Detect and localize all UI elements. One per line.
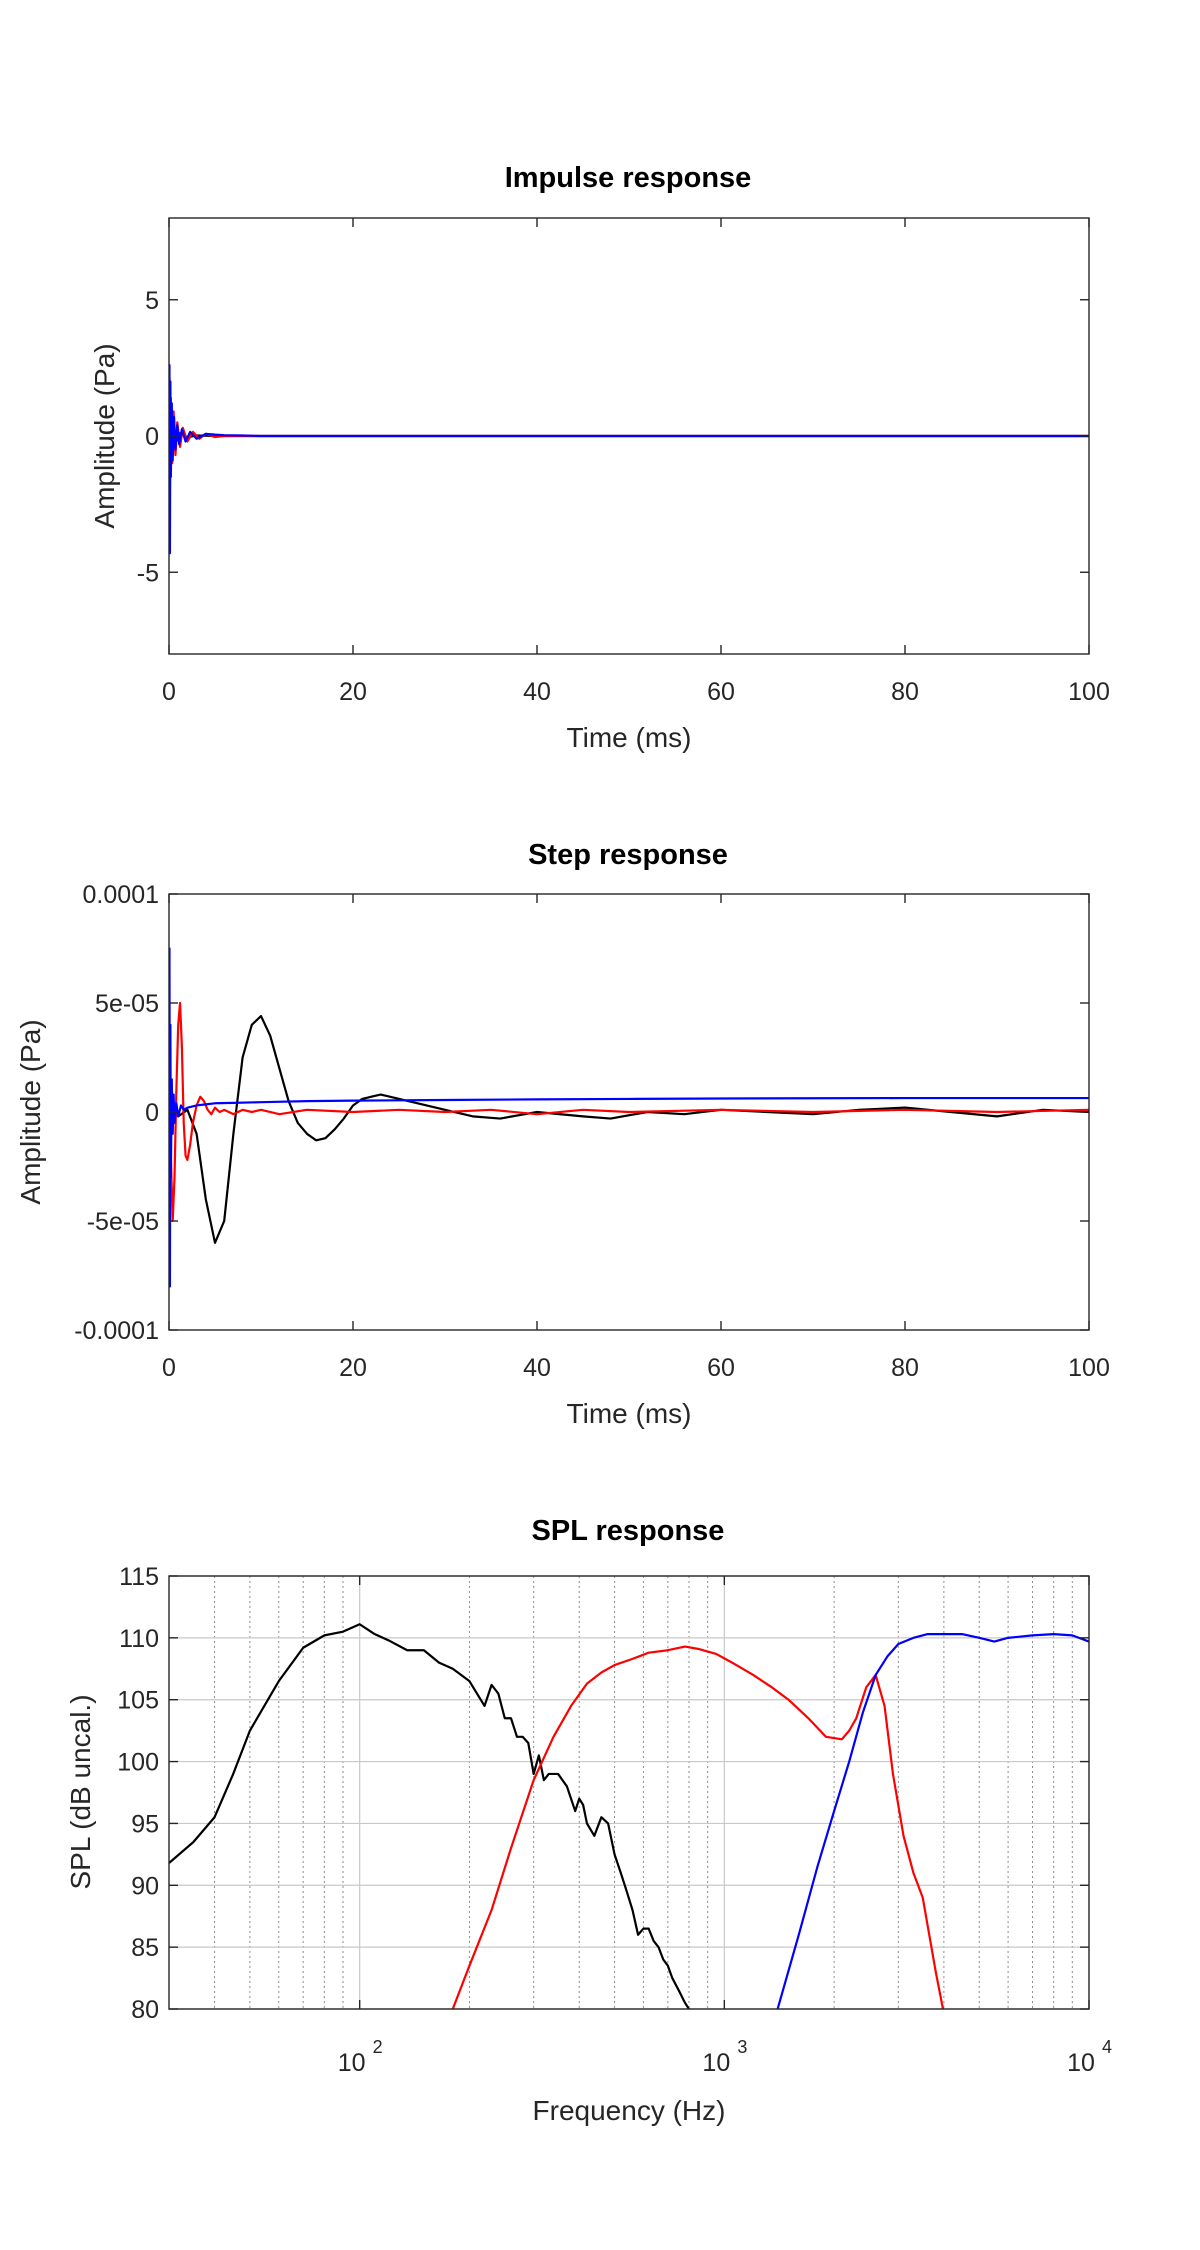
series-line	[776, 1633, 1089, 2009]
x-tick-label: 100	[1068, 1354, 1110, 1382]
axes-frame	[168, 1575, 1090, 2010]
y-tick-label: 110	[119, 1625, 159, 1653]
series-line	[169, 1014, 1089, 1244]
y-axis-label: Amplitude (Pa)	[15, 1019, 46, 1204]
y-tick-label: 100	[117, 1749, 159, 1777]
chart-title: Impulse response	[505, 162, 752, 194]
x-tick-label: 80	[891, 678, 919, 706]
y-tick-label: 85	[131, 1934, 159, 1962]
series-line	[169, 364, 1089, 555]
series-line	[169, 1623, 690, 2009]
x-tick-label: 100	[1068, 678, 1110, 706]
x-tick-label: 10	[702, 2049, 730, 2077]
y-tick-label: 95	[131, 1810, 159, 1838]
x-tick-label: 10	[338, 2049, 366, 2077]
x-axis-label: Time (ms)	[567, 722, 692, 753]
y-tick-label: 115	[119, 1563, 159, 1591]
x-tick-label: 20	[339, 678, 367, 706]
y-axis-label: Amplitude (Pa)	[89, 343, 120, 528]
x-axis-label: Time (ms)	[567, 1398, 692, 1429]
x-tick-label-exponent: 4	[1102, 2037, 1112, 2057]
x-tick-label: 60	[707, 678, 735, 706]
plot-area: 0 20 40 60 80 100 5 0 -5	[137, 217, 1110, 706]
x-tick-label: 40	[523, 1354, 551, 1382]
series-line	[169, 1001, 1089, 1223]
series-line	[169, 418, 1089, 451]
x-tick-label: 60	[707, 1354, 735, 1382]
x-axis-label: Frequency (Hz)	[533, 2095, 726, 2126]
chart-title: SPL response	[532, 1515, 725, 1547]
y-tick-label: 5e-05	[95, 990, 159, 1018]
y-tick-label: -5	[137, 559, 159, 587]
y-tick-label: 0	[145, 1099, 159, 1127]
x-tick-label: 0	[162, 678, 176, 706]
x-tick-label-exponent: 3	[737, 2037, 747, 2057]
plot-area: 10 2 10 3 10 4 115 110 105 100 95 90 85 80	[117, 1563, 1112, 2077]
chart-spl-response: SPL response 10 2 10 3 10 4 115 110 105 100 95 90 8…	[65, 1515, 1112, 2126]
chart-impulse-response: Impulse response 0 20 40 60 80 100 5 0 -5 Time …	[89, 162, 1110, 753]
x-tick-label-exponent: 2	[373, 2037, 383, 2057]
series-line	[169, 396, 1089, 487]
chart-title: Step response	[528, 839, 728, 871]
y-tick-label: 0	[145, 423, 159, 451]
y-tick-label: -5e-05	[87, 1208, 159, 1236]
x-tick-label: 10	[1067, 2049, 1095, 2077]
y-tick-label: 80	[131, 1996, 159, 2024]
series-line	[451, 1645, 945, 2009]
y-tick-label: 105	[117, 1687, 159, 1715]
y-tick-label: 90	[131, 1872, 159, 1900]
x-tick-label: 0	[162, 1354, 176, 1382]
series-line	[169, 947, 1089, 1288]
x-tick-label: 20	[339, 1354, 367, 1382]
y-axis-label: SPL (dB uncal.)	[65, 1694, 96, 1889]
y-tick-label: 5	[145, 287, 159, 315]
plot-area: 0 20 40 60 80 100 0.0001 5e-05 0 -5e-05 -0.0001	[74, 881, 1110, 1382]
y-tick-label: 0.0001	[83, 881, 159, 909]
x-tick-label: 80	[891, 1354, 919, 1382]
chart-step-response: Step response 0 20 40 60 80 100 0.00015e-050-…	[15, 839, 1110, 1429]
y-tick-label: -0.0001	[74, 1317, 159, 1345]
x-tick-label: 40	[523, 678, 551, 706]
